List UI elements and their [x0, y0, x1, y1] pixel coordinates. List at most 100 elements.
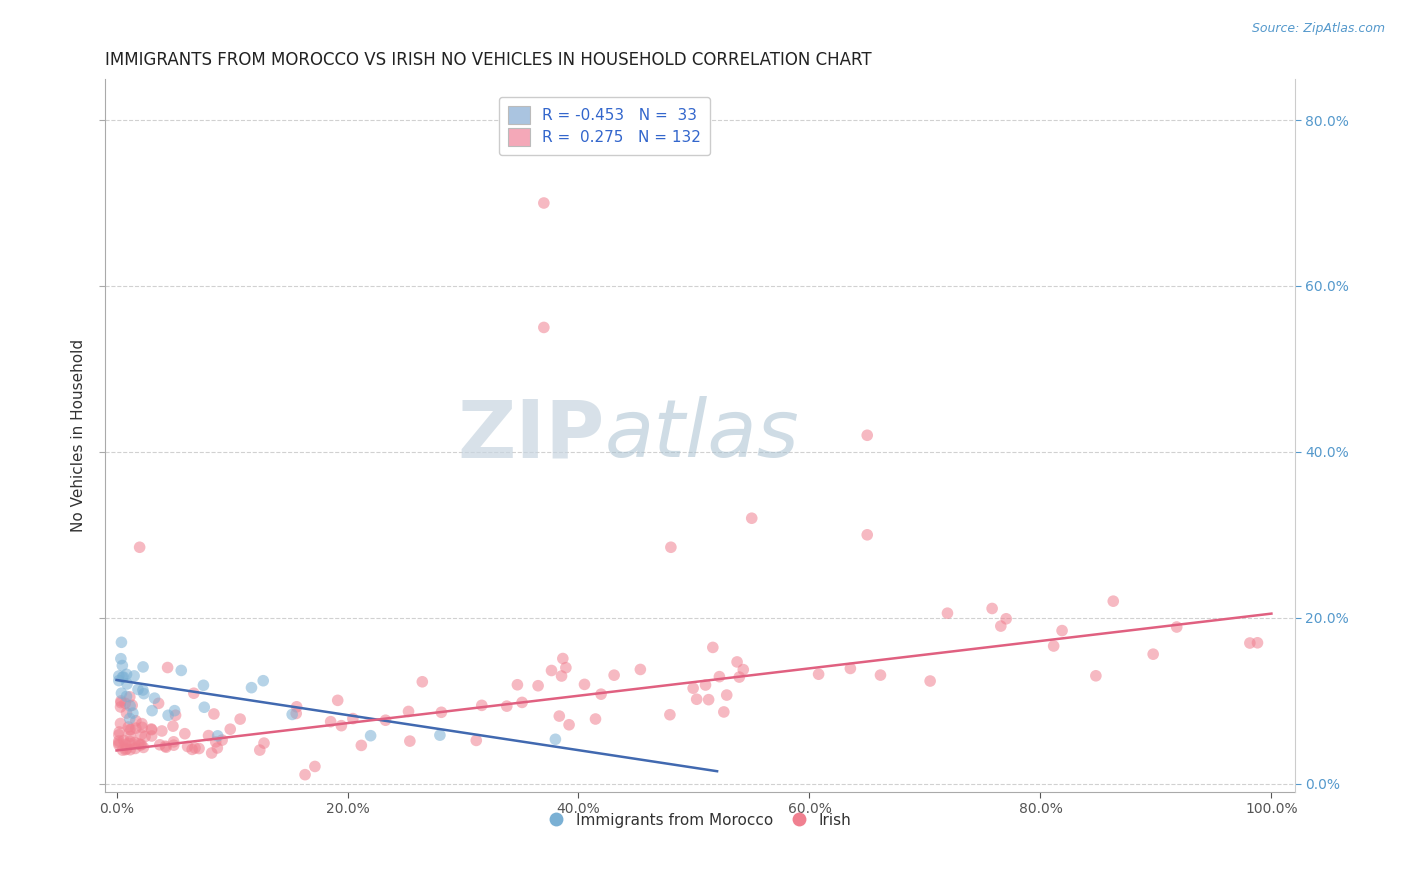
Point	[110, 694, 132, 708]
Point	[157, 708, 180, 723]
Point	[176, 739, 198, 754]
Point	[591, 687, 613, 701]
Point	[118, 712, 141, 726]
Legend: Immigrants from Morocco, Irish: Immigrants from Morocco, Irish	[541, 807, 858, 834]
Point	[128, 737, 150, 751]
Point	[207, 729, 229, 743]
Point	[211, 733, 233, 747]
Point	[143, 691, 166, 706]
Point	[471, 698, 494, 713]
Point	[163, 704, 186, 718]
Point	[141, 729, 163, 743]
Point	[550, 669, 572, 683]
Point	[1166, 620, 1188, 634]
Point	[162, 719, 184, 733]
Point	[510, 695, 533, 709]
Point	[398, 705, 420, 719]
Point	[141, 704, 163, 718]
Point	[120, 734, 142, 748]
Point	[920, 673, 942, 688]
Y-axis label: No Vehicles in Household: No Vehicles in Household	[72, 339, 86, 532]
Point	[285, 699, 308, 714]
Point	[603, 668, 626, 682]
Point	[544, 732, 567, 747]
Point	[125, 714, 148, 728]
Point	[173, 727, 195, 741]
Point	[350, 739, 373, 753]
Point	[685, 692, 707, 706]
Point	[149, 738, 172, 752]
Point	[111, 670, 134, 684]
Point	[120, 742, 142, 756]
Point	[108, 734, 131, 748]
Point	[141, 722, 163, 736]
Point	[115, 690, 138, 704]
Point	[856, 528, 879, 542]
Point	[118, 737, 141, 751]
Point	[741, 511, 763, 525]
Point	[120, 729, 142, 743]
Point	[121, 698, 143, 713]
Point	[709, 670, 731, 684]
Point	[184, 741, 207, 756]
Point	[112, 733, 135, 747]
Point	[374, 713, 396, 727]
Point	[219, 722, 242, 736]
Point	[128, 541, 150, 555]
Point	[115, 706, 138, 720]
Point	[108, 728, 131, 742]
Point	[527, 679, 550, 693]
Point	[132, 740, 155, 755]
Point	[240, 681, 263, 695]
Point	[856, 428, 879, 442]
Point	[207, 741, 229, 756]
Point	[253, 736, 276, 750]
Point	[682, 681, 704, 696]
Point	[429, 728, 451, 742]
Point	[399, 734, 422, 748]
Point	[131, 720, 153, 734]
Point	[495, 699, 517, 714]
Point	[702, 640, 724, 655]
Point	[127, 682, 149, 697]
Point	[111, 743, 134, 757]
Point	[117, 720, 139, 734]
Point	[281, 707, 304, 722]
Point	[249, 743, 271, 757]
Point	[115, 677, 138, 691]
Point	[628, 663, 651, 677]
Point	[183, 686, 205, 700]
Point	[115, 667, 138, 681]
Point	[252, 673, 274, 688]
Point	[716, 688, 738, 702]
Point	[733, 663, 755, 677]
Point	[1102, 594, 1125, 608]
Text: atlas: atlas	[605, 396, 800, 475]
Point	[204, 735, 226, 749]
Point	[1239, 636, 1261, 650]
Point	[540, 664, 562, 678]
Point	[728, 670, 751, 684]
Point	[155, 739, 177, 754]
Point	[131, 738, 153, 752]
Point	[285, 706, 308, 721]
Point	[360, 729, 382, 743]
Point	[129, 728, 152, 742]
Point	[132, 687, 155, 701]
Point	[936, 606, 959, 620]
Point	[554, 661, 576, 675]
Point	[111, 658, 134, 673]
Point	[807, 667, 830, 681]
Point	[114, 696, 136, 710]
Point	[193, 678, 215, 692]
Point	[411, 674, 433, 689]
Point	[330, 719, 353, 733]
Point	[134, 730, 156, 744]
Point	[124, 735, 146, 749]
Point	[658, 707, 681, 722]
Point	[574, 677, 596, 691]
Point	[713, 705, 735, 719]
Point	[118, 723, 141, 737]
Point	[141, 723, 163, 737]
Point	[150, 723, 173, 738]
